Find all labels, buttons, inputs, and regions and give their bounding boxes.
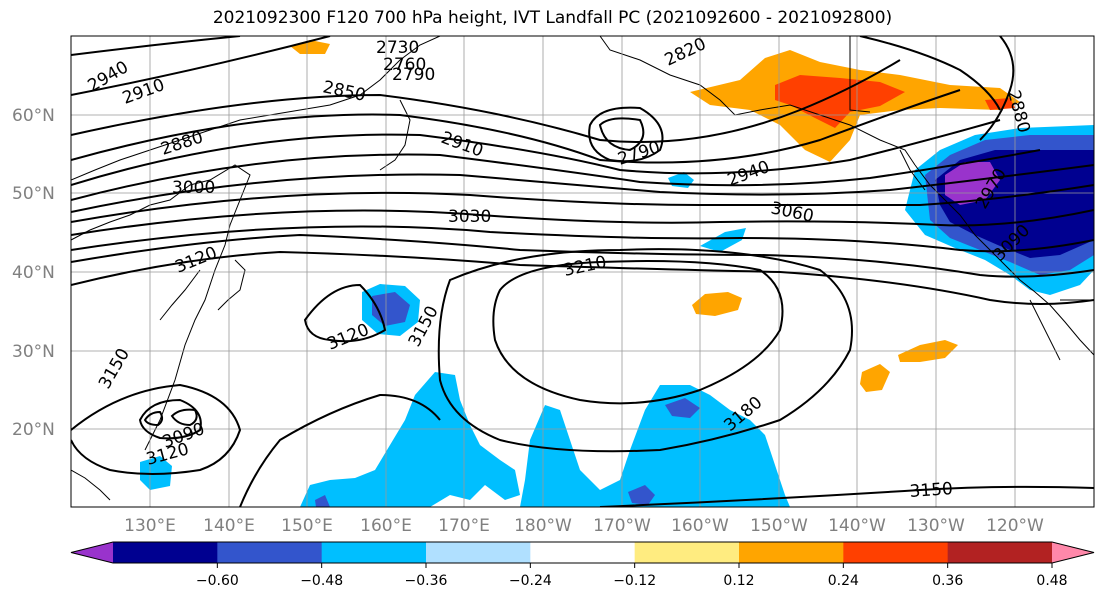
colorbar-tick-label: 0.48	[1036, 573, 1067, 589]
colorbar-tick-label: 0.12	[723, 573, 754, 589]
ivt-negative-small-a	[700, 228, 746, 252]
lon-label: 120°W	[986, 516, 1044, 536]
longitude-labels: 130°E 140°E 150°E 160°E 170°E 180°W 170°…	[124, 516, 1044, 536]
colorbar-tick-label: 0.36	[932, 573, 963, 589]
colorbar-tick-label: −0.36	[405, 573, 448, 589]
colorbar-segment	[634, 542, 740, 563]
ivt-shading	[140, 40, 1094, 507]
colorbar-segment	[530, 542, 636, 563]
colorbar-segment	[843, 542, 949, 563]
lat-label: 60°N	[12, 106, 55, 126]
colorbar: −0.60 −0.48 −0.36 −0.24 −0.12 0.12 0.24 0.36 0.4…	[70, 541, 1095, 589]
lon-label: 170°E	[438, 516, 490, 536]
ivt-negative-south-core	[665, 398, 700, 418]
colorbar-tick-label: −0.24	[509, 573, 552, 589]
colorbar-segment	[321, 542, 427, 563]
ivt-negative-south-core-c	[315, 495, 330, 507]
contour-label: 2790	[392, 65, 435, 85]
colorbar-segment	[113, 542, 218, 563]
colorbar-tick-label: −0.12	[613, 573, 656, 589]
lon-label: 150°E	[281, 516, 333, 536]
contour-label: 3150	[909, 479, 954, 502]
ivt-strong-canada	[985, 98, 1015, 110]
latitude-labels: 60°N 50°N 40°N 30°N 20°N	[12, 106, 55, 440]
coastlines	[71, 36, 1094, 501]
lat-label: 40°N	[12, 263, 55, 283]
lon-label: 130°E	[124, 516, 176, 536]
lon-label: 130°W	[907, 516, 965, 536]
lon-label: 140°W	[828, 516, 886, 536]
colorbar-segment	[426, 542, 531, 563]
lat-label: 30°N	[12, 342, 55, 362]
ivt-strong-alaska	[775, 75, 905, 128]
ivt-positive-small-a	[692, 292, 742, 316]
contour-label: 3030	[448, 207, 491, 227]
map-frame	[70, 35, 1095, 508]
colorbar-segment	[739, 542, 844, 563]
contour-label: 2730	[376, 38, 419, 58]
colorbar-extend-min	[71, 542, 113, 563]
ivt-negative-nwamerica-peak	[945, 162, 1000, 205]
ivt-negative-south-core-b	[628, 485, 655, 505]
colorbar-outline	[70, 541, 1095, 564]
contour-label: 2760	[383, 55, 426, 75]
colorbar-segment	[947, 542, 1053, 563]
colorbar-segment	[217, 542, 323, 563]
colorbar-tick-label: −0.60	[196, 573, 239, 589]
lon-label: 140°E	[203, 516, 255, 536]
lon-label: 180°W	[514, 516, 572, 536]
ivt-negative-south-a	[300, 372, 520, 507]
lon-label: 150°W	[750, 516, 808, 536]
height-contours	[71, 36, 1094, 507]
colorbar-tick-label: −0.48	[300, 573, 343, 589]
lon-label: 160°W	[671, 516, 729, 536]
map-content: 2940 2910 2880 3000 3120 3150 2730 2760 …	[71, 36, 1094, 507]
lon-label: 160°E	[360, 516, 412, 536]
ivt-positive-small-c	[860, 364, 890, 392]
lon-label: 170°W	[593, 516, 651, 536]
lat-label: 20°N	[12, 420, 55, 440]
map-background	[71, 36, 1094, 507]
colorbar-extend-max	[1052, 542, 1094, 563]
contour-label: 3000	[172, 178, 215, 198]
lat-label: 50°N	[12, 184, 55, 204]
colorbar-tick-label: 0.24	[828, 573, 859, 589]
ivt-negative-south-b	[520, 385, 790, 507]
map-title: 2021092300 F120 700 hPa height, IVT Land…	[212, 8, 893, 28]
